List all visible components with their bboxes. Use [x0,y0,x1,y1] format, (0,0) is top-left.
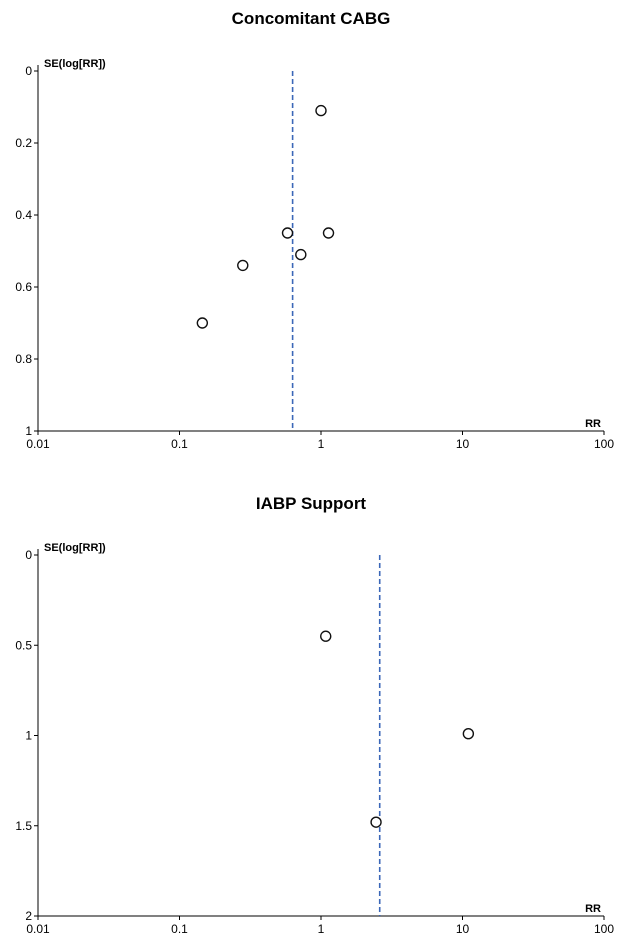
y-tick-label: 0.8 [15,352,32,366]
x-tick-label: 100 [594,922,614,936]
x-tick-label: 0.01 [26,437,50,451]
x-tick-label: 1 [318,922,325,936]
y-tick-label: 1.5 [15,819,32,833]
y-tick-label: 2 [25,909,32,923]
y-tick-label: 0.5 [15,638,32,652]
study-point [462,727,475,740]
study-point [196,317,209,329]
study-point [315,104,327,117]
x-tick-label: 0.01 [26,922,50,936]
study-point [370,816,382,828]
y-tick-label: 0 [25,64,32,78]
x-tick-label: 0.1 [171,437,188,451]
x-tick-label: 10 [456,922,470,936]
chart-title: Concomitant CABG [232,9,391,28]
study-point [322,227,335,239]
x-tick-label: 0.1 [171,922,188,936]
study-point [295,248,307,261]
y-axis-label: SE(log[RR]) [44,542,106,554]
y-tick-label: 0 [25,548,32,562]
y-tick-label: 0.6 [15,280,32,294]
y-axis-label: SE(log[RR]) [44,58,106,70]
y-tick-label: 0.4 [15,208,32,222]
study-point [281,227,294,239]
x-tick-label: 1 [318,437,325,451]
y-tick-label: 1 [25,729,32,743]
y-tick-label: 1 [25,424,32,438]
x-axis-label: RR [585,418,601,430]
study-point [320,630,332,642]
funnel-plot-2: IABP Support SE(log[RR]) RR 0.01 0.1 1 10 100 0 0… [15,494,614,936]
x-tick-label: 10 [456,437,470,451]
x-axis-label: RR [585,903,601,915]
study-point [237,259,249,272]
x-tick-label: 100 [594,437,614,451]
y-tick-label: 0.2 [15,136,32,150]
chart-title: IABP Support [256,494,367,513]
